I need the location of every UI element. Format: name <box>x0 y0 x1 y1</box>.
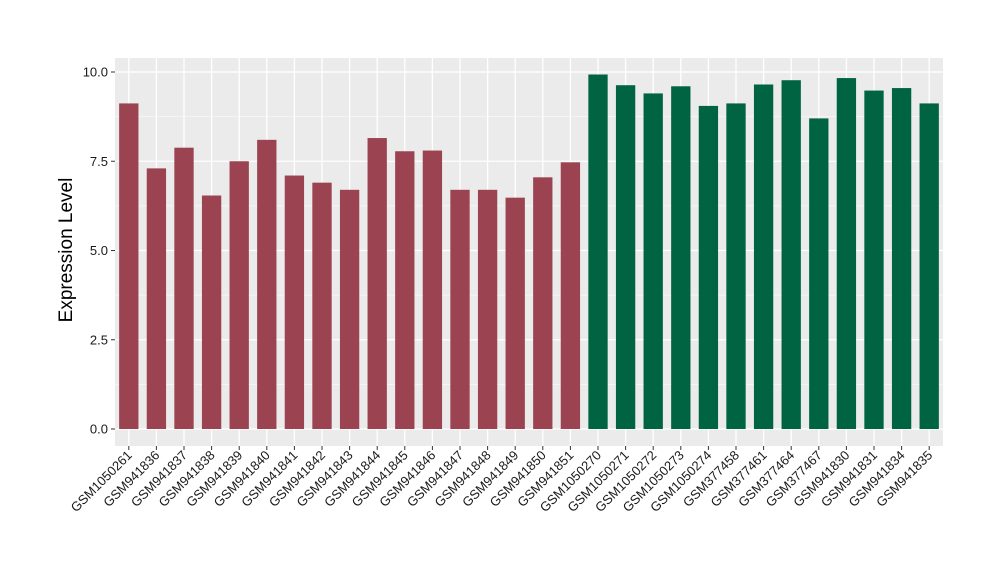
bar <box>339 189 360 429</box>
bar <box>312 182 332 429</box>
y-axis-title: Expression Level <box>56 178 77 323</box>
bar <box>505 197 525 429</box>
bar <box>919 103 939 429</box>
plot-background <box>115 58 943 446</box>
bar <box>367 138 387 430</box>
bar <box>781 80 801 429</box>
bar <box>560 162 581 430</box>
y-tick-label: 10.0 <box>83 65 108 80</box>
bar <box>726 103 746 429</box>
bar <box>146 168 167 429</box>
bars <box>119 74 939 430</box>
bar <box>201 195 222 429</box>
bar <box>257 139 277 429</box>
bar <box>533 177 553 429</box>
bar <box>891 88 912 429</box>
bar <box>864 90 884 430</box>
y-tick-label: 5.0 <box>90 243 108 258</box>
bar <box>671 86 691 429</box>
bar <box>395 151 415 429</box>
x-axis-ticks: GSM1050261GSM941836GSM941837GSM941838GSM… <box>68 446 935 515</box>
bar <box>422 150 443 430</box>
bar <box>450 189 470 429</box>
bar <box>119 103 139 429</box>
plot-panel <box>115 58 943 446</box>
bar <box>615 85 636 430</box>
y-tick-label: 0.0 <box>90 422 108 437</box>
bar <box>174 147 194 429</box>
bar <box>229 161 249 429</box>
y-tick-label: 7.5 <box>90 154 108 169</box>
bar <box>753 84 774 430</box>
bar <box>643 93 663 430</box>
bar <box>477 189 498 429</box>
bar <box>698 105 719 429</box>
y-axis-ticks: 0.0 2.5 5.0 7.5 10.0 <box>83 65 115 437</box>
bar <box>836 78 857 429</box>
bar <box>284 175 305 429</box>
bar <box>809 118 829 429</box>
bar <box>588 74 608 430</box>
y-tick-label: 2.5 <box>90 332 108 347</box>
